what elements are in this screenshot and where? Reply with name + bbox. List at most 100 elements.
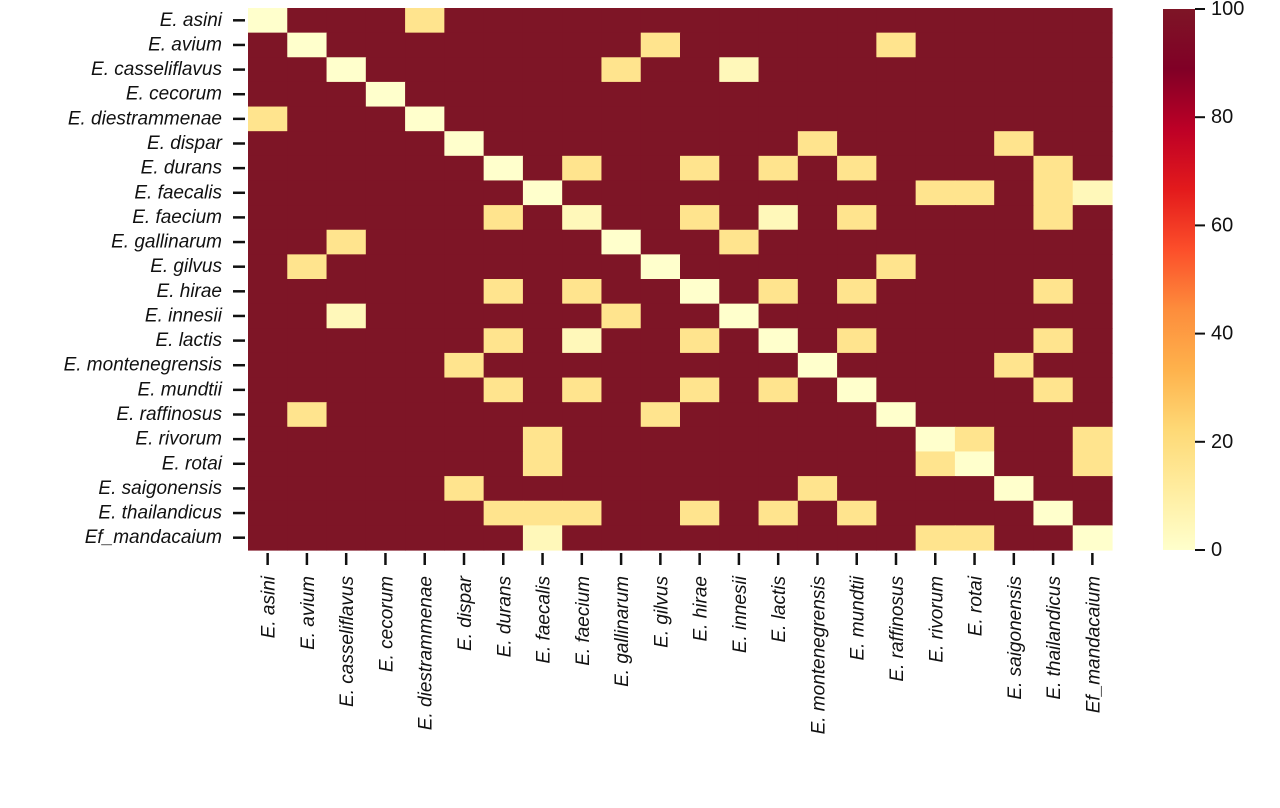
heatmap-cell	[680, 81, 720, 108]
heatmap-cell	[365, 451, 406, 477]
column-label: E. durans	[494, 576, 515, 658]
heatmap-cell	[562, 377, 603, 403]
heatmap-cell	[601, 106, 642, 132]
heatmap-cell	[562, 328, 603, 354]
heatmap-cell	[444, 402, 485, 428]
heatmap-cell	[483, 8, 524, 34]
heatmap-cell	[837, 328, 877, 354]
heatmap-cell	[601, 500, 642, 526]
heatmap-cell	[248, 451, 288, 477]
heatmap-cell	[248, 402, 288, 428]
heatmap-cell	[758, 57, 799, 83]
heatmap-cell	[837, 155, 877, 182]
heatmap-cell	[837, 81, 877, 108]
row-label: E. rotai	[162, 453, 223, 474]
heatmap-cell	[483, 229, 524, 255]
heatmap-cell	[483, 303, 524, 329]
heatmap-cell	[287, 352, 328, 379]
column-label: E. faecium	[573, 576, 594, 666]
heatmap-cell	[326, 426, 367, 453]
heatmap-cell	[444, 303, 485, 329]
heatmap-cell	[287, 402, 328, 428]
heatmap-cell	[248, 205, 288, 231]
heatmap-cell	[365, 426, 406, 453]
heatmap-cell	[680, 155, 720, 182]
heatmap-cell	[837, 279, 877, 305]
heatmap-cell	[601, 205, 642, 231]
heatmap-cell	[640, 476, 681, 502]
heatmap-cell	[797, 476, 838, 502]
heatmap-cell	[562, 32, 603, 58]
row-label: E. gilvus	[150, 256, 222, 277]
heatmap-cell	[640, 500, 681, 526]
heatmap-cell	[365, 402, 406, 428]
heatmap-cell	[876, 81, 917, 108]
heatmap-cell	[640, 155, 681, 182]
heatmap-cell	[797, 81, 838, 108]
heatmap-cell	[876, 352, 917, 379]
heatmap-cell	[483, 81, 524, 108]
heatmap-cell	[719, 525, 760, 551]
heatmap-cell	[522, 81, 563, 108]
heatmap-cell	[562, 303, 603, 329]
row-label: E. gallinarum	[111, 232, 222, 253]
heatmap-cell	[326, 500, 367, 526]
heatmap-cell	[1072, 254, 1113, 280]
heatmap-cell	[719, 402, 760, 428]
heatmap-cell	[915, 205, 956, 231]
heatmap-cell	[954, 8, 995, 34]
heatmap-cell	[601, 328, 642, 354]
heatmap-cell	[248, 155, 288, 182]
heatmap-cell	[444, 155, 485, 182]
column-label: E. saigonensis	[1005, 576, 1026, 700]
heatmap-cell	[405, 57, 445, 83]
heatmap-cell	[444, 476, 485, 502]
heatmap-cell	[1072, 352, 1113, 379]
heatmap-cell	[1033, 131, 1074, 157]
heatmap-cell	[719, 205, 760, 231]
heatmap-cell	[1072, 8, 1113, 34]
heatmap-cell	[248, 377, 288, 403]
row-label: E. saigonensis	[98, 478, 222, 499]
colorbar-gradient	[1163, 9, 1195, 550]
heatmap-cell	[405, 131, 445, 157]
heatmap-cell	[876, 180, 917, 206]
heatmap-cell	[248, 328, 288, 354]
row-label: E. innesii	[145, 305, 223, 326]
heatmap-cell	[365, 254, 406, 280]
heatmap-cell	[483, 525, 524, 551]
heatmap-cell	[797, 402, 838, 428]
heatmap-cell	[758, 525, 799, 551]
heatmap-cell	[365, 205, 406, 231]
heatmap-cell	[680, 352, 720, 379]
heatmap-cell	[719, 32, 760, 58]
heatmap-cell	[601, 476, 642, 502]
heatmap-cell	[680, 328, 720, 354]
heatmap-cell	[326, 131, 367, 157]
heatmap-cell	[287, 229, 328, 255]
heatmap-cell	[994, 205, 1035, 231]
heatmap-cell	[326, 32, 367, 58]
heatmap-cell	[405, 32, 445, 58]
heatmap-cell	[601, 525, 642, 551]
heatmap-cell	[326, 180, 367, 206]
row-label: E. hirae	[157, 281, 222, 302]
heatmap-cell	[640, 254, 681, 280]
heatmap-cell	[365, 303, 406, 329]
row-label: E. dispar	[147, 133, 223, 154]
heatmap-cell	[758, 279, 799, 305]
heatmap-cell	[876, 525, 917, 551]
heatmap-cell	[1072, 500, 1113, 526]
heatmap-cell	[1033, 180, 1074, 206]
heatmap-cell	[954, 205, 995, 231]
heatmap-cell	[954, 254, 995, 280]
heatmap-cell	[562, 180, 603, 206]
heatmap-cell	[719, 476, 760, 502]
heatmap-cell	[522, 155, 563, 182]
heatmap-cell	[365, 525, 406, 551]
heatmap-cell	[522, 180, 563, 206]
heatmap-cell	[326, 303, 367, 329]
heatmap-cell	[522, 328, 563, 354]
heatmap-cell	[837, 476, 877, 502]
